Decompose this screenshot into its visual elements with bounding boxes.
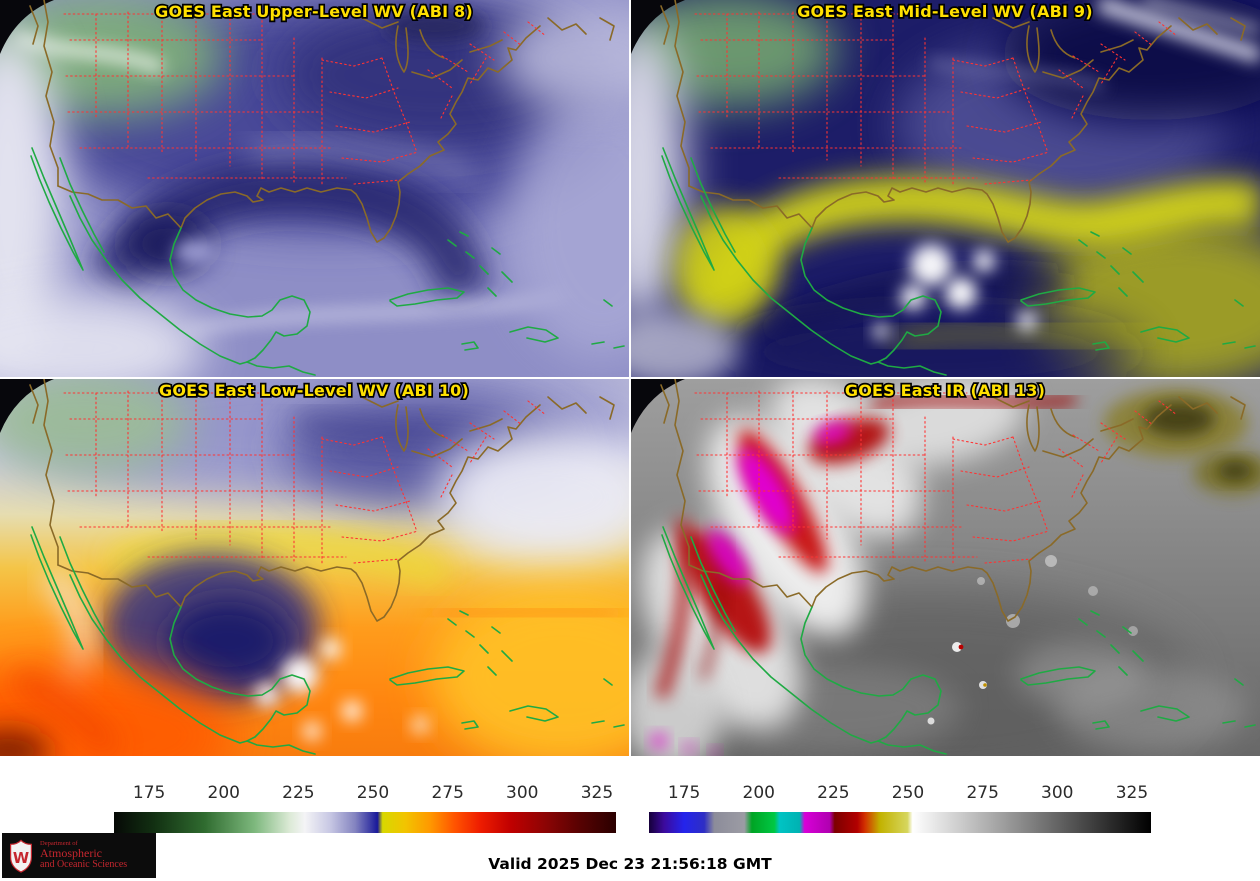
ir-tick-label: 175	[667, 783, 701, 803]
wv-tick-label: 250	[356, 783, 390, 803]
valid-time-label: Valid 2025 Dec 23 21:56:18 GMT	[488, 855, 772, 873]
panel-title: GOES East Low-Level WV (ABI 10)	[159, 381, 469, 400]
panel-title: GOES East Upper-Level WV (ABI 8)	[155, 2, 473, 21]
crest-letter: W	[13, 849, 29, 866]
ir-tick-label: 325	[1115, 783, 1149, 803]
panel-title: GOES East Mid-Level WV (ABI 9)	[797, 2, 1093, 21]
logo-name-line-2: and Oceanic Sciences	[40, 859, 128, 871]
low-level-wv-image: GOES East Low-Level WV (ABI 10)	[0, 379, 629, 756]
panel-low-level-wv: GOES East Low-Level WV (ABI 10)	[0, 379, 629, 756]
ir-colorbar	[649, 812, 1151, 833]
wv-colorbar-ticks: 175 200 225 250 275 300 325	[114, 783, 616, 807]
ir-colorbar-ticks: 175 200 225 250 275 300 325	[649, 783, 1151, 807]
aos-logo: W Department of Atmospheric and Oceanic …	[2, 833, 156, 878]
ir-tick-label: 250	[891, 783, 925, 803]
footer: W Department of Atmospheric and Oceanic …	[0, 831, 1260, 881]
wv-tick-label: 325	[580, 783, 614, 803]
panel-title: GOES East IR (ABI 13)	[845, 381, 1045, 400]
logo-text: Department of Atmospheric and Oceanic Sc…	[40, 840, 127, 871]
wv-tick-label: 300	[506, 783, 539, 803]
panel-ir: GOES East IR (ABI 13)	[631, 379, 1260, 756]
ir-tick-label: 200	[742, 783, 776, 803]
ir-image: GOES East IR (ABI 13)	[631, 379, 1260, 756]
wv-colorbar-block: 175 200 225 250 275 300 325	[114, 783, 616, 833]
wv-tick-label: 225	[282, 783, 315, 803]
wv-tick-label: 200	[207, 783, 241, 803]
mid-level-wv-image: GOES East Mid-Level WV (ABI 9)	[631, 0, 1260, 377]
ir-colorbar-block: 175 200 225 250 275 300 325	[649, 783, 1151, 833]
wv-tick-label: 175	[132, 783, 166, 803]
uw-crest-icon: W	[9, 839, 33, 873]
ir-tick-label: 300	[1041, 783, 1074, 803]
wv-tick-label: 275	[431, 783, 464, 803]
ir-tick-label: 275	[966, 783, 999, 803]
wv-colorbar	[114, 812, 616, 833]
panel-grid: GOES East Upper-Level WV (ABI 8)	[0, 0, 1260, 756]
panel-mid-level-wv: GOES East Mid-Level WV (ABI 9)	[631, 0, 1260, 377]
logo-name-line-1: Atmospheric	[40, 846, 102, 861]
ir-tick-label: 225	[817, 783, 850, 803]
panel-upper-level-wv: GOES East Upper-Level WV (ABI 8)	[0, 0, 629, 377]
upper-level-wv-image: GOES East Upper-Level WV (ABI 8)	[0, 0, 629, 377]
legend-row: 175 200 225 250 275 300 325 175 200 225 …	[0, 783, 1260, 865]
logo-dept-line: Department of	[40, 840, 78, 848]
